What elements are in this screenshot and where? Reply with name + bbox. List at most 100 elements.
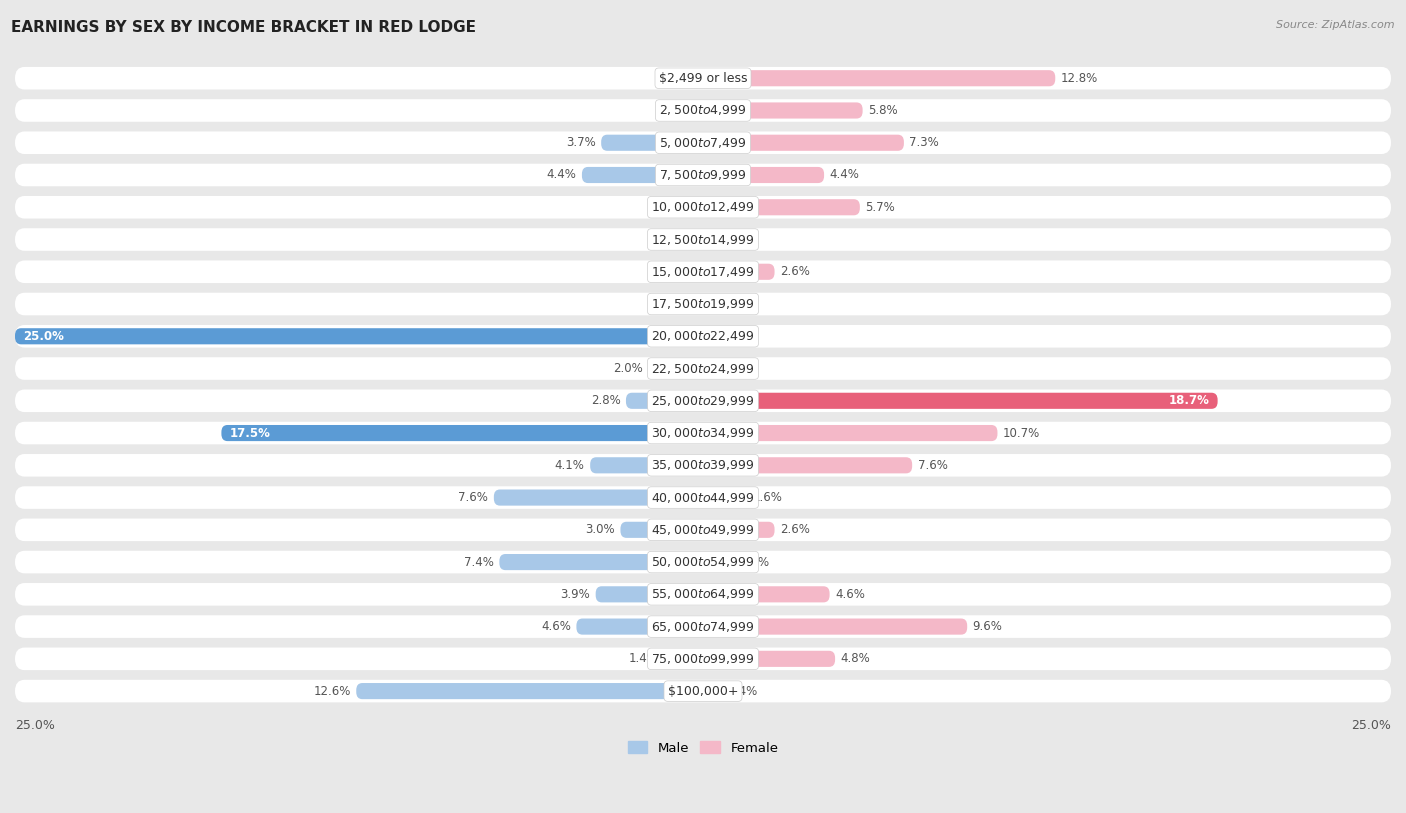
Text: $20,000 to $22,499: $20,000 to $22,499: [651, 329, 755, 343]
Text: 3.7%: 3.7%: [567, 137, 596, 150]
FancyBboxPatch shape: [15, 325, 1391, 348]
FancyBboxPatch shape: [15, 67, 1391, 89]
FancyBboxPatch shape: [15, 519, 1391, 541]
FancyBboxPatch shape: [15, 260, 1391, 283]
Text: 2.8%: 2.8%: [591, 394, 620, 407]
Text: 2.0%: 2.0%: [613, 362, 643, 375]
Text: 25.0%: 25.0%: [15, 720, 55, 733]
FancyBboxPatch shape: [15, 163, 1391, 186]
Text: $10,000 to $12,499: $10,000 to $12,499: [651, 200, 755, 215]
FancyBboxPatch shape: [626, 393, 703, 409]
FancyBboxPatch shape: [499, 554, 703, 570]
Text: $30,000 to $34,999: $30,000 to $34,999: [651, 426, 755, 440]
FancyBboxPatch shape: [15, 422, 1391, 445]
FancyBboxPatch shape: [15, 486, 1391, 509]
Text: $50,000 to $54,999: $50,000 to $54,999: [651, 555, 755, 569]
Text: 0.0%: 0.0%: [709, 233, 738, 246]
FancyBboxPatch shape: [703, 70, 1056, 86]
FancyBboxPatch shape: [15, 680, 1391, 702]
FancyBboxPatch shape: [703, 102, 863, 119]
Text: 4.8%: 4.8%: [841, 652, 870, 665]
Text: 0.0%: 0.0%: [709, 330, 738, 343]
Text: 25.0%: 25.0%: [1351, 720, 1391, 733]
Text: 0.87%: 0.87%: [733, 555, 769, 568]
Text: $5,000 to $7,499: $5,000 to $7,499: [659, 136, 747, 150]
Text: 18.7%: 18.7%: [1168, 394, 1209, 407]
FancyBboxPatch shape: [15, 196, 1391, 219]
Text: 0.0%: 0.0%: [668, 72, 697, 85]
FancyBboxPatch shape: [703, 135, 904, 150]
FancyBboxPatch shape: [221, 425, 703, 441]
Text: $2,500 to $4,999: $2,500 to $4,999: [659, 103, 747, 118]
Text: 0.0%: 0.0%: [668, 104, 697, 117]
FancyBboxPatch shape: [591, 457, 703, 473]
Text: $40,000 to $44,999: $40,000 to $44,999: [651, 490, 755, 505]
Legend: Male, Female: Male, Female: [623, 736, 783, 760]
Text: 0.44%: 0.44%: [721, 685, 758, 698]
FancyBboxPatch shape: [703, 425, 997, 441]
FancyBboxPatch shape: [15, 293, 1391, 315]
Text: EARNINGS BY SEX BY INCOME BRACKET IN RED LODGE: EARNINGS BY SEX BY INCOME BRACKET IN RED…: [11, 20, 477, 35]
FancyBboxPatch shape: [15, 228, 1391, 250]
Text: 7.3%: 7.3%: [910, 137, 939, 150]
Text: 7.6%: 7.6%: [918, 459, 948, 472]
Text: 2.6%: 2.6%: [780, 524, 810, 537]
Text: 12.8%: 12.8%: [1060, 72, 1098, 85]
FancyBboxPatch shape: [703, 167, 824, 183]
Text: 5.7%: 5.7%: [865, 201, 896, 214]
FancyBboxPatch shape: [703, 619, 967, 635]
Text: 0.0%: 0.0%: [668, 298, 697, 311]
Text: 9.6%: 9.6%: [973, 620, 1002, 633]
FancyBboxPatch shape: [494, 489, 703, 506]
FancyBboxPatch shape: [15, 328, 703, 345]
Text: 0.0%: 0.0%: [668, 233, 697, 246]
FancyBboxPatch shape: [15, 647, 1391, 670]
Text: $65,000 to $74,999: $65,000 to $74,999: [651, 620, 755, 633]
Text: 1.4%: 1.4%: [628, 652, 659, 665]
Text: $55,000 to $64,999: $55,000 to $64,999: [651, 587, 755, 602]
FancyBboxPatch shape: [703, 650, 835, 667]
FancyBboxPatch shape: [15, 615, 1391, 638]
FancyBboxPatch shape: [582, 167, 703, 183]
FancyBboxPatch shape: [665, 650, 703, 667]
Text: $100,000+: $100,000+: [668, 685, 738, 698]
FancyBboxPatch shape: [703, 199, 860, 215]
FancyBboxPatch shape: [15, 357, 1391, 380]
Text: 4.6%: 4.6%: [835, 588, 865, 601]
Text: $75,000 to $99,999: $75,000 to $99,999: [651, 652, 755, 666]
Text: 0.0%: 0.0%: [709, 298, 738, 311]
FancyBboxPatch shape: [15, 454, 1391, 476]
Text: 0.0%: 0.0%: [668, 265, 697, 278]
FancyBboxPatch shape: [703, 586, 830, 602]
FancyBboxPatch shape: [703, 554, 727, 570]
Text: Source: ZipAtlas.com: Source: ZipAtlas.com: [1277, 20, 1395, 30]
FancyBboxPatch shape: [596, 586, 703, 602]
Text: 5.8%: 5.8%: [868, 104, 898, 117]
FancyBboxPatch shape: [703, 393, 1218, 409]
Text: 7.6%: 7.6%: [458, 491, 488, 504]
FancyBboxPatch shape: [15, 132, 1391, 154]
FancyBboxPatch shape: [576, 619, 703, 635]
Text: 7.4%: 7.4%: [464, 555, 494, 568]
Text: 2.6%: 2.6%: [780, 265, 810, 278]
Text: $12,500 to $14,999: $12,500 to $14,999: [651, 233, 755, 246]
Text: 4.4%: 4.4%: [547, 168, 576, 181]
Text: $45,000 to $49,999: $45,000 to $49,999: [651, 523, 755, 537]
FancyBboxPatch shape: [703, 263, 775, 280]
Text: 1.6%: 1.6%: [752, 491, 782, 504]
Text: 3.0%: 3.0%: [585, 524, 614, 537]
Text: 10.7%: 10.7%: [1002, 427, 1040, 440]
Text: 4.6%: 4.6%: [541, 620, 571, 633]
Text: 4.4%: 4.4%: [830, 168, 859, 181]
Text: $25,000 to $29,999: $25,000 to $29,999: [651, 393, 755, 408]
FancyBboxPatch shape: [15, 99, 1391, 122]
Text: 12.6%: 12.6%: [314, 685, 350, 698]
Text: $7,500 to $9,999: $7,500 to $9,999: [659, 168, 747, 182]
Text: 17.5%: 17.5%: [229, 427, 270, 440]
FancyBboxPatch shape: [602, 135, 703, 150]
FancyBboxPatch shape: [703, 457, 912, 473]
Text: 4.1%: 4.1%: [555, 459, 585, 472]
FancyBboxPatch shape: [15, 389, 1391, 412]
FancyBboxPatch shape: [703, 489, 747, 506]
Text: $2,499 or less: $2,499 or less: [659, 72, 747, 85]
